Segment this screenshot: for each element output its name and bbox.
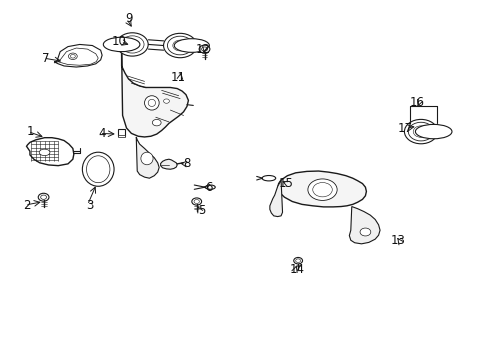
Polygon shape <box>26 138 74 166</box>
Ellipse shape <box>205 185 215 189</box>
Ellipse shape <box>103 37 140 51</box>
Text: 4: 4 <box>98 127 105 140</box>
Ellipse shape <box>121 36 144 53</box>
Polygon shape <box>269 180 282 217</box>
Ellipse shape <box>295 259 300 262</box>
Polygon shape <box>160 159 177 169</box>
Text: 16: 16 <box>409 96 424 109</box>
Text: 9: 9 <box>124 12 132 25</box>
Polygon shape <box>122 51 188 137</box>
Ellipse shape <box>359 228 370 236</box>
Ellipse shape <box>125 40 139 49</box>
Ellipse shape <box>148 99 155 107</box>
Ellipse shape <box>174 39 209 52</box>
Ellipse shape <box>412 126 428 137</box>
Polygon shape <box>54 44 102 67</box>
Text: 11: 11 <box>171 71 185 84</box>
Ellipse shape <box>312 183 331 197</box>
Ellipse shape <box>144 96 159 110</box>
Ellipse shape <box>172 40 187 51</box>
Ellipse shape <box>194 199 199 203</box>
Ellipse shape <box>307 179 336 201</box>
Text: 5: 5 <box>198 204 205 217</box>
Text: 3: 3 <box>86 199 93 212</box>
Ellipse shape <box>38 193 49 201</box>
Polygon shape <box>136 137 159 178</box>
Ellipse shape <box>262 176 275 181</box>
Text: 14: 14 <box>289 263 304 276</box>
Ellipse shape <box>415 125 451 139</box>
Ellipse shape <box>163 99 169 103</box>
Ellipse shape <box>70 54 75 58</box>
Text: 15: 15 <box>278 177 293 190</box>
Text: 2: 2 <box>23 199 31 212</box>
Text: 10: 10 <box>111 35 126 49</box>
Ellipse shape <box>191 198 201 205</box>
Text: 6: 6 <box>205 181 212 194</box>
Ellipse shape <box>163 33 196 58</box>
Text: 13: 13 <box>390 234 405 247</box>
Ellipse shape <box>404 120 437 144</box>
Ellipse shape <box>39 149 50 156</box>
Ellipse shape <box>141 152 153 165</box>
Ellipse shape <box>407 122 433 141</box>
Polygon shape <box>348 207 379 244</box>
Ellipse shape <box>41 195 46 199</box>
Polygon shape <box>277 171 366 207</box>
Ellipse shape <box>201 47 207 51</box>
Bar <box>118 135 125 137</box>
Ellipse shape <box>167 36 192 55</box>
Ellipse shape <box>293 257 302 264</box>
Bar <box>118 129 125 135</box>
Text: 8: 8 <box>183 157 190 170</box>
Text: 7: 7 <box>42 51 49 64</box>
Text: 12: 12 <box>195 42 210 55</box>
Text: 17: 17 <box>397 122 412 135</box>
Text: 1: 1 <box>26 125 34 138</box>
Ellipse shape <box>116 33 148 56</box>
Ellipse shape <box>68 53 77 59</box>
Ellipse shape <box>199 45 209 53</box>
Ellipse shape <box>152 120 161 126</box>
